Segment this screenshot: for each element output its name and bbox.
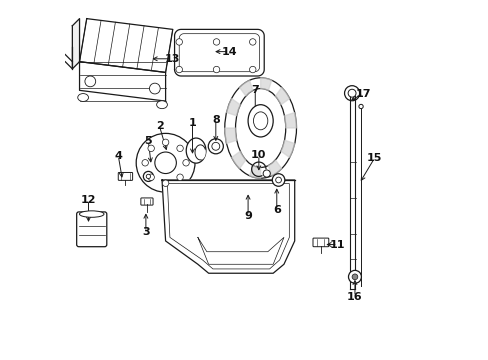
Circle shape <box>155 152 176 174</box>
Ellipse shape <box>156 101 167 109</box>
Ellipse shape <box>146 174 150 179</box>
Text: 1: 1 <box>188 118 196 128</box>
Text: 16: 16 <box>346 292 362 302</box>
Circle shape <box>249 39 255 45</box>
Ellipse shape <box>224 78 296 178</box>
Circle shape <box>149 83 160 94</box>
Ellipse shape <box>195 145 205 160</box>
Ellipse shape <box>247 105 273 137</box>
Polygon shape <box>174 30 264 76</box>
Ellipse shape <box>344 86 359 101</box>
Circle shape <box>177 145 183 152</box>
Ellipse shape <box>275 177 281 183</box>
Circle shape <box>148 174 154 180</box>
Circle shape <box>351 274 357 280</box>
Text: 4: 4 <box>114 150 122 161</box>
Ellipse shape <box>186 138 205 163</box>
FancyBboxPatch shape <box>141 198 153 205</box>
Ellipse shape <box>235 89 285 167</box>
Circle shape <box>162 139 168 145</box>
Polygon shape <box>231 151 245 168</box>
Circle shape <box>176 66 182 73</box>
Polygon shape <box>162 180 294 273</box>
Circle shape <box>177 174 183 180</box>
Text: 6: 6 <box>272 206 280 216</box>
Ellipse shape <box>358 104 363 109</box>
FancyBboxPatch shape <box>312 238 328 247</box>
Text: 8: 8 <box>211 115 219 125</box>
FancyBboxPatch shape <box>77 212 106 247</box>
Circle shape <box>136 134 195 192</box>
Text: 11: 11 <box>329 239 345 249</box>
Text: 14: 14 <box>221 46 237 57</box>
Polygon shape <box>80 19 172 72</box>
Ellipse shape <box>78 94 88 102</box>
Polygon shape <box>249 166 260 178</box>
Ellipse shape <box>208 139 223 154</box>
Polygon shape <box>268 160 281 176</box>
Circle shape <box>142 159 148 166</box>
Text: 10: 10 <box>251 150 266 160</box>
Text: 9: 9 <box>244 211 251 221</box>
Polygon shape <box>284 112 296 128</box>
Circle shape <box>213 39 219 45</box>
Text: 12: 12 <box>81 195 96 205</box>
Ellipse shape <box>253 112 267 130</box>
Polygon shape <box>260 78 271 90</box>
Ellipse shape <box>272 174 285 186</box>
Circle shape <box>162 180 168 186</box>
Polygon shape <box>80 62 165 101</box>
Polygon shape <box>349 96 355 289</box>
Polygon shape <box>281 140 294 158</box>
Text: 13: 13 <box>164 54 180 64</box>
FancyBboxPatch shape <box>118 172 132 180</box>
Circle shape <box>148 145 154 152</box>
Circle shape <box>263 170 270 177</box>
Circle shape <box>249 66 255 73</box>
Polygon shape <box>72 19 80 69</box>
Ellipse shape <box>143 171 153 181</box>
Ellipse shape <box>347 89 355 97</box>
Text: 5: 5 <box>144 136 152 146</box>
Circle shape <box>183 159 189 166</box>
Text: 15: 15 <box>366 153 381 163</box>
Circle shape <box>213 66 219 73</box>
Text: 3: 3 <box>142 227 149 237</box>
Ellipse shape <box>211 142 219 150</box>
Circle shape <box>85 76 96 87</box>
Text: 2: 2 <box>155 121 163 131</box>
Circle shape <box>176 39 182 45</box>
Ellipse shape <box>80 211 104 217</box>
Text: 17: 17 <box>355 89 370 99</box>
Polygon shape <box>239 80 252 96</box>
Text: 7: 7 <box>251 85 259 95</box>
Polygon shape <box>224 128 236 144</box>
Polygon shape <box>275 87 289 105</box>
Circle shape <box>348 270 361 283</box>
Polygon shape <box>226 99 240 116</box>
